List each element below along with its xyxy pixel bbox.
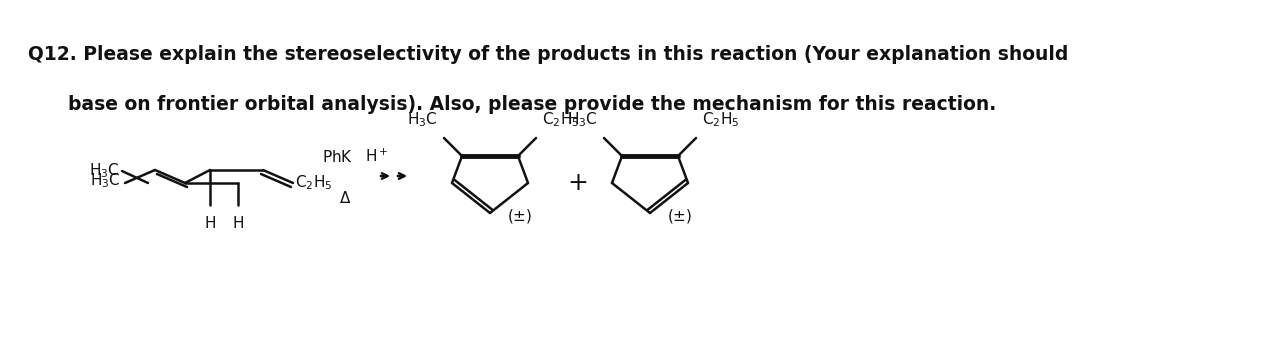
Text: $\Delta$: $\Delta$ xyxy=(339,190,351,206)
Text: $\mathrm{H}$: $\mathrm{H}$ xyxy=(233,215,244,231)
Text: $\mathrm{C_2H_5}$: $\mathrm{C_2H_5}$ xyxy=(542,110,579,129)
Text: $\mathrm{H_3C}$: $\mathrm{H_3C}$ xyxy=(91,172,121,190)
Text: $\mathrm{C_2H_5}$: $\mathrm{C_2H_5}$ xyxy=(295,174,332,192)
Text: $(\pm)$: $(\pm)$ xyxy=(667,207,693,225)
Text: $\mathrm{H_3C}$: $\mathrm{H_3C}$ xyxy=(567,110,598,129)
Text: $\mathrm{H^+}$: $\mathrm{H^+}$ xyxy=(366,148,389,165)
Text: $\mathrm{H_3C}$: $\mathrm{H_3C}$ xyxy=(89,162,120,180)
Text: $+$: $+$ xyxy=(567,171,587,195)
Text: $\mathrm{C_2H_5}$: $\mathrm{C_2H_5}$ xyxy=(702,110,740,129)
Text: $(\pm)$: $(\pm)$ xyxy=(507,207,533,225)
Text: $\mathrm{H}$: $\mathrm{H}$ xyxy=(204,215,216,231)
Text: $\mathrm{PhK}$: $\mathrm{PhK}$ xyxy=(322,149,354,165)
Text: $\mathrm{H_3C}$: $\mathrm{H_3C}$ xyxy=(408,110,438,129)
Text: Q12. Please explain the stereoselectivity of the products in this reaction (Your: Q12. Please explain the stereoselectivit… xyxy=(28,45,1068,64)
Text: base on frontier orbital analysis). Also, please provide the mechanism for this : base on frontier orbital analysis). Also… xyxy=(68,95,997,114)
